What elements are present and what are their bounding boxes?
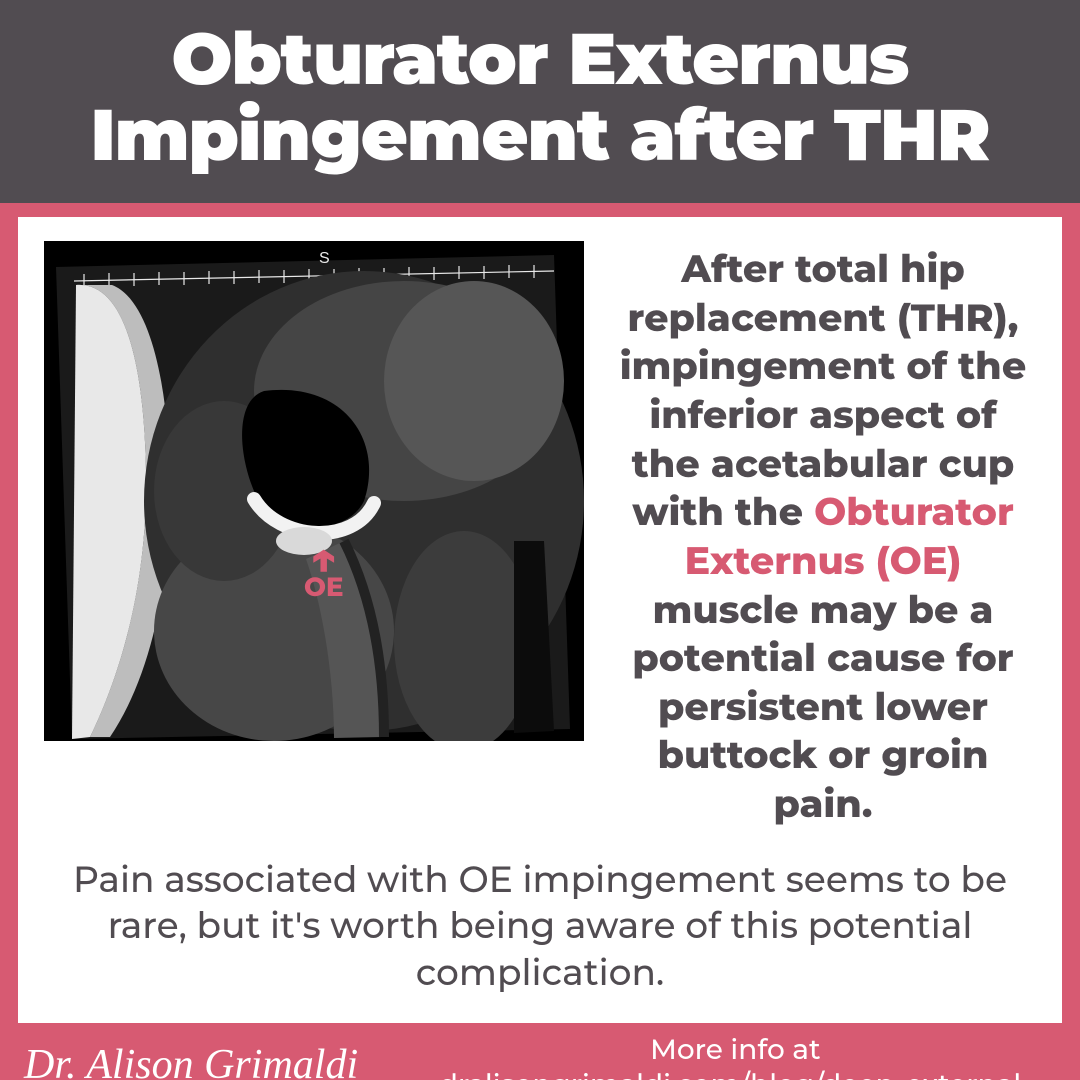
signature-block: Dr. Alison Grimaldi PHYSIOTHERAPIST, RES…: [18, 1045, 397, 1080]
more-info-text: More info at dralisongrimaldi.com/blog/d…: [415, 1033, 1062, 1080]
footer-info-row: Dr. Alison Grimaldi PHYSIOTHERAPIST, RES…: [18, 1033, 1062, 1080]
content-card: S ↑: [18, 217, 1062, 1023]
mri-svg-illustration: S: [44, 241, 584, 741]
mri-oe-label: OE: [304, 571, 343, 603]
title-line-2: Impingement after THR: [24, 98, 1056, 174]
mri-orientation-s: S: [319, 250, 330, 267]
header-banner: Obturator Externus Impingement after THR: [0, 0, 1080, 203]
below-paragraph: Pain associated with OE impingement seem…: [44, 857, 1036, 997]
side-text-post: muscle may be a potential cause for pers…: [632, 586, 1013, 828]
mri-image: S ↑: [44, 241, 584, 741]
side-paragraph: After total hip replacement (THR), impin…: [610, 241, 1036, 829]
mri-annotation: ↑ OE: [304, 541, 343, 600]
content-row: S ↑: [44, 241, 1036, 829]
title-line-1: Obturator Externus: [24, 22, 1056, 98]
signature-name: Dr. Alison Grimaldi: [24, 1047, 397, 1080]
